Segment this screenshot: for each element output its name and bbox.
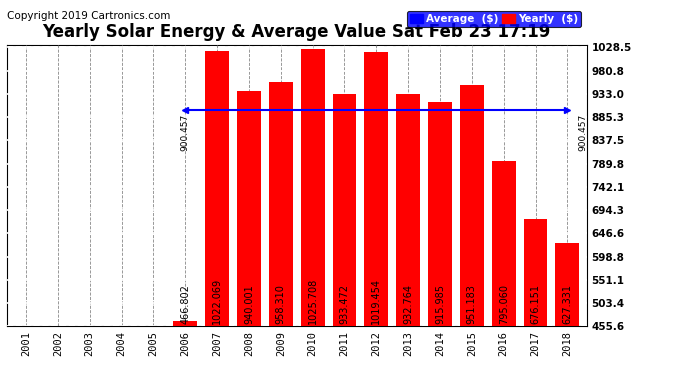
Bar [524,219,547,326]
Text: 932.764: 932.764 [403,284,413,324]
Bar [173,321,197,326]
Bar [460,85,484,326]
Text: 627.331: 627.331 [562,284,573,324]
Bar [205,51,229,326]
Text: Copyright 2019 Cartronics.com: Copyright 2019 Cartronics.com [7,11,170,21]
Bar [237,90,261,326]
Text: 951.183: 951.183 [467,284,477,324]
Bar [364,52,388,326]
Bar [428,102,452,326]
Text: 466.802: 466.802 [180,284,190,324]
Text: 900.457: 900.457 [579,114,588,151]
Text: 915.985: 915.985 [435,284,445,324]
Text: 1019.454: 1019.454 [371,278,382,324]
Legend: Average  ($), Yearly  ($): Average ($), Yearly ($) [407,11,581,27]
Text: 940.001: 940.001 [244,284,254,324]
Bar [492,161,515,326]
Title: Yearly Solar Energy & Average Value Sat Feb 23 17:19: Yearly Solar Energy & Average Value Sat … [43,22,551,40]
Bar [301,49,324,326]
Bar [269,82,293,326]
Text: 1022.069: 1022.069 [212,278,222,324]
Text: 933.472: 933.472 [339,284,349,324]
Text: 1025.708: 1025.708 [308,278,317,324]
Text: 958.310: 958.310 [276,284,286,324]
Text: 795.060: 795.060 [499,284,509,324]
Bar [396,94,420,326]
Text: 676.151: 676.151 [531,284,540,324]
Bar [555,243,580,326]
Text: 900.457: 900.457 [181,114,190,151]
Bar [333,94,357,326]
